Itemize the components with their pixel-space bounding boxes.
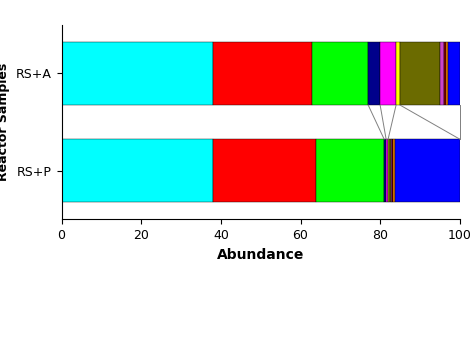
- Bar: [213, 42, 312, 105]
- Text: Acidobacteria: Acidobacteria: [72, 332, 138, 342]
- Text: Verrucomicrobia: Verrucomicrobia: [277, 275, 356, 286]
- Bar: [250, 255, 268, 269]
- Bar: [391, 139, 392, 202]
- Bar: [213, 139, 317, 202]
- Bar: [384, 139, 386, 202]
- Bar: [46, 311, 63, 325]
- Text: unclassified (derived from Bacteria): unclassified (derived from Bacteria): [277, 313, 452, 323]
- Text: Cyanobacteria: Cyanobacteria: [72, 275, 143, 286]
- Bar: [250, 236, 268, 251]
- Bar: [250, 311, 268, 325]
- X-axis label: Abundance: Abundance: [217, 248, 304, 262]
- Bar: [62, 42, 213, 105]
- Bar: [389, 139, 391, 202]
- Bar: [46, 329, 63, 344]
- Bar: [386, 139, 388, 202]
- Text: Planctomycetes: Planctomycetes: [277, 238, 355, 248]
- Bar: [440, 42, 444, 105]
- Bar: [312, 42, 368, 105]
- Text: Firmicutes: Firmicutes: [277, 294, 327, 304]
- Bar: [396, 42, 400, 105]
- Bar: [446, 42, 448, 105]
- Bar: [444, 42, 446, 105]
- Y-axis label: Reactor Samples: Reactor Samples: [0, 63, 10, 181]
- Bar: [317, 139, 384, 202]
- Bar: [395, 139, 460, 202]
- Bar: [392, 139, 393, 202]
- Bar: [250, 292, 268, 307]
- Text: Actinobacteria: Actinobacteria: [72, 294, 143, 304]
- Bar: [388, 139, 389, 202]
- Bar: [380, 42, 396, 105]
- Text: Bacteroidetes: Bacteroidetes: [72, 257, 139, 267]
- Bar: [46, 255, 63, 269]
- Bar: [448, 42, 460, 105]
- Bar: [400, 42, 440, 105]
- Text: Proteobacteria: Proteobacteria: [72, 313, 143, 323]
- Bar: [46, 236, 63, 251]
- Bar: [368, 42, 380, 105]
- Bar: [46, 292, 63, 307]
- Text: Nitrospirae: Nitrospirae: [72, 238, 126, 248]
- Bar: [250, 273, 268, 288]
- Bar: [393, 139, 395, 202]
- Bar: [46, 273, 63, 288]
- Bar: [62, 139, 213, 202]
- Text: Chlamydiae: Chlamydiae: [277, 257, 335, 267]
